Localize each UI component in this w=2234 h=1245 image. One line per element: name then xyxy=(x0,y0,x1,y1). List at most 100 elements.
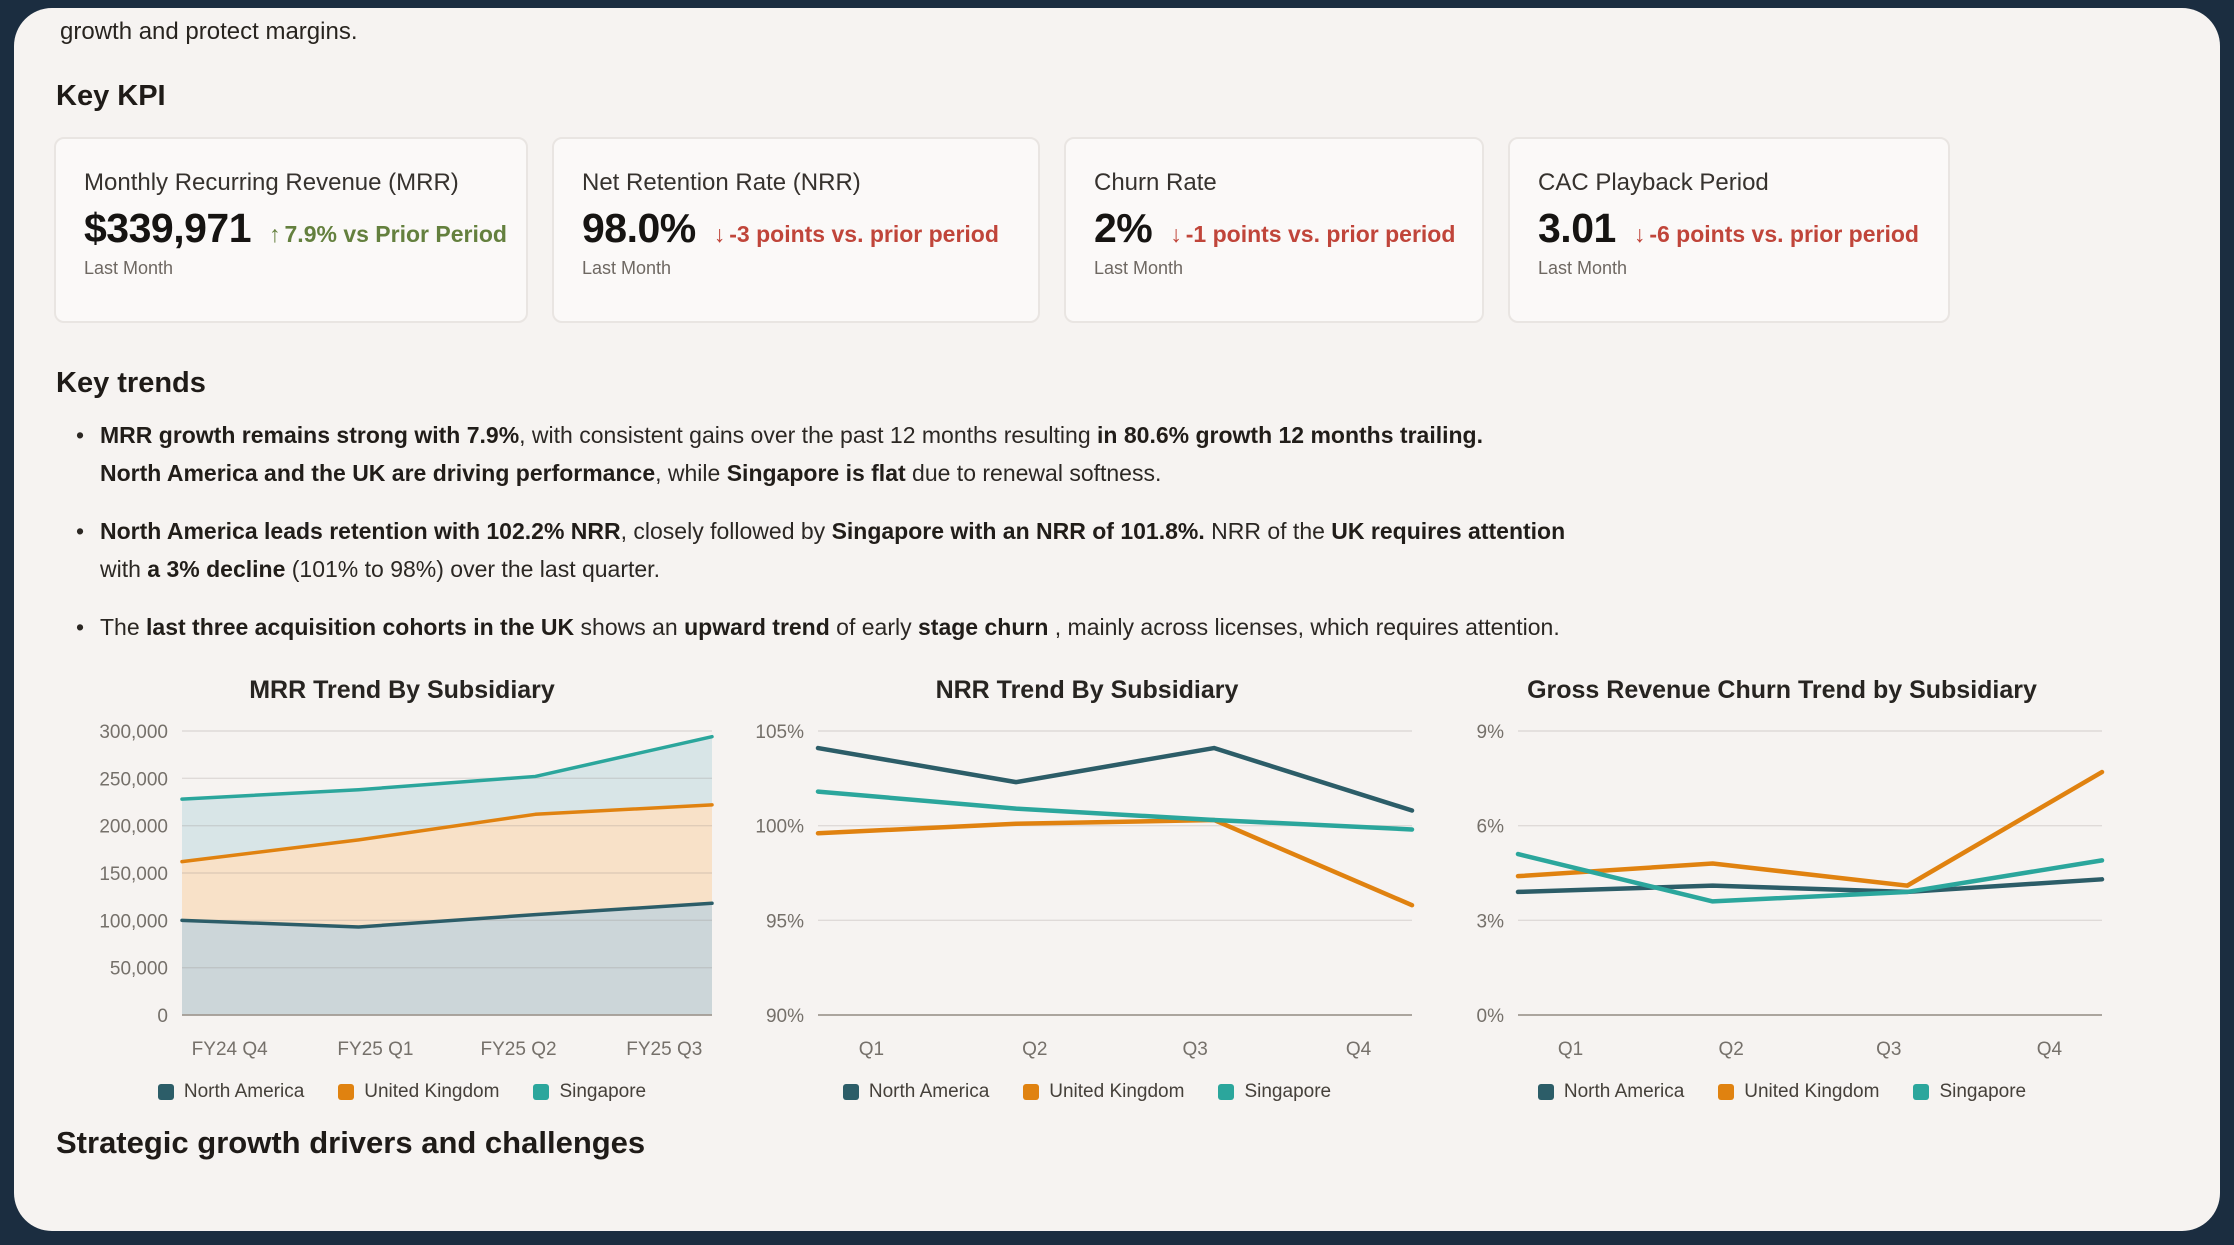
kpi-delta-text: -6 points vs. prior period xyxy=(1649,221,1919,247)
kpi-value-row: 2% ↓ -1 points vs. prior period xyxy=(1094,205,1455,252)
legend-swatch-icon xyxy=(533,1084,550,1100)
svg-text:Q4: Q4 xyxy=(1346,1039,1372,1060)
strategic-growth-heading: Strategic growth drivers and challenges xyxy=(56,1125,646,1160)
chart-title: NRR Trend By Subsidiary xyxy=(935,676,1239,704)
kpi-card-nrr: Net Retention Rate (NRR) 98.0% ↓ -3 point… xyxy=(552,137,1040,323)
legend-swatch-icon xyxy=(842,1084,859,1100)
kpi-title: Net Retention Rate (NRR) xyxy=(582,169,861,196)
svg-text:Q2: Q2 xyxy=(1718,1039,1743,1060)
svg-text:95%: 95% xyxy=(766,911,804,932)
svg-text:FY25 Q1: FY25 Q1 xyxy=(337,1039,413,1060)
svg-text:100%: 100% xyxy=(755,817,804,838)
legend-swatch-icon xyxy=(1023,1084,1040,1100)
svg-text:9%: 9% xyxy=(1477,722,1505,743)
key-trends-list: MRR growth remains strong with 7.9%, wit… xyxy=(54,416,2180,646)
kpi-value: 2% xyxy=(1094,205,1153,251)
svg-text:Q1: Q1 xyxy=(1558,1039,1583,1060)
svg-text:FY25 Q2: FY25 Q2 xyxy=(481,1039,557,1060)
legend-swatch-icon xyxy=(1537,1084,1554,1100)
key-trends-heading: Key trends xyxy=(56,367,206,399)
svg-text:6%: 6% xyxy=(1477,817,1505,838)
kpi-delta: ↓ -1 points vs. prior period xyxy=(1170,221,1455,248)
kpi-caption: Last Month xyxy=(582,258,672,278)
svg-text:90%: 90% xyxy=(766,1006,804,1027)
legend-item[interactable]: United Kingdom xyxy=(1023,1081,1184,1103)
trend-bullet: The last three acquisition cohorts in th… xyxy=(54,608,2160,646)
legend-item[interactable]: Singapore xyxy=(1218,1081,1331,1103)
svg-text:FY25 Q3: FY25 Q3 xyxy=(626,1039,702,1060)
legend-item[interactable]: Singapore xyxy=(533,1081,646,1103)
kpi-card-mrr: Monthly Recurring Revenue (MRR) $339,971… xyxy=(54,137,528,323)
trend-bullet: MRR growth remains strong with 7.9%, wit… xyxy=(54,416,2160,492)
svg-text:250,000: 250,000 xyxy=(99,769,168,790)
churn-trend-line-chart: 0% 3% 6% 9% Q1 Q2 Q3 Q4 xyxy=(1477,722,2105,1060)
legend-label: North America xyxy=(183,1081,305,1102)
svg-text:Q2: Q2 xyxy=(1022,1039,1047,1060)
intro-text: growth and protect margins. xyxy=(60,18,358,45)
legend-item[interactable]: United Kingdom xyxy=(338,1081,499,1103)
kpi-value-row: 98.0% ↓ -3 points vs. prior period xyxy=(582,205,1010,252)
kpi-delta: ↑ 7.9% vs Prior Period xyxy=(269,221,507,248)
legend-swatch-icon xyxy=(338,1084,355,1100)
svg-text:Q4: Q4 xyxy=(2037,1039,2063,1060)
nrr-trend-line-chart: 90% 95% 100% 105% Q1 Q2 Q3 Q4 xyxy=(755,722,1415,1060)
svg-text:300,000: 300,000 xyxy=(99,722,168,743)
legend-swatch-icon xyxy=(1718,1084,1735,1100)
kpi-title: CAC Playback Period xyxy=(1538,169,1769,196)
kpi-cards-row: Monthly Recurring Revenue (MRR) $339,971… xyxy=(54,137,2180,323)
trend-down-arrow-icon: ↓ xyxy=(1633,221,1646,247)
chart-title: MRR Trend By Subsidiary xyxy=(249,676,555,704)
legend-label: North America xyxy=(1563,1081,1685,1102)
chart-nrr-trend: NRR Trend By Subsidiary 90% 95% 100% 105% Q1… xyxy=(752,676,1422,1103)
legend-label: North America xyxy=(868,1081,990,1102)
legend-item[interactable]: North America xyxy=(157,1081,305,1103)
legend-label: United Kingdom xyxy=(364,1081,500,1102)
chart-legend: North America United Kingdom Singapore xyxy=(1452,1081,2112,1103)
kpi-card-churn-rate: Churn Rate 2% ↓ -1 points vs. prior perio… xyxy=(1064,137,1484,323)
kpi-value: $339,971 xyxy=(84,205,252,251)
legend-label: United Kingdom xyxy=(1744,1081,1880,1102)
legend-label: Singapore xyxy=(1244,1081,1332,1102)
svg-text:100,000: 100,000 xyxy=(99,911,168,932)
legend-item[interactable]: North America xyxy=(842,1081,990,1103)
kpi-delta-text: -1 points vs. prior period xyxy=(1185,221,1456,247)
kpi-caption: Last Month xyxy=(1538,258,1628,278)
legend-label: Singapore xyxy=(1939,1081,2027,1102)
charts-row: MRR Trend By Subsidiary 0 50,000 100,000 15… xyxy=(82,676,2180,1103)
kpi-delta-text: 7.9% vs Prior Period xyxy=(284,221,507,247)
key-kpi-heading: Key KPI xyxy=(56,80,166,112)
svg-text:FY24 Q4: FY24 Q4 xyxy=(192,1039,268,1060)
legend-item[interactable]: United Kingdom xyxy=(1718,1081,1879,1103)
trend-down-arrow-icon: ↓ xyxy=(1170,221,1182,247)
legend-item[interactable]: North America xyxy=(1537,1081,1685,1103)
kpi-value-row: 3.01 ↓ -6 points vs. prior period xyxy=(1538,205,1920,252)
svg-text:Q3: Q3 xyxy=(1876,1039,1901,1060)
kpi-value-row: $339,971 ↑ 7.9% vs Prior Period xyxy=(84,205,507,252)
svg-text:Q3: Q3 xyxy=(1183,1039,1208,1060)
svg-text:3%: 3% xyxy=(1477,911,1505,932)
kpi-delta-text: -3 points vs. prior period xyxy=(729,221,999,247)
svg-text:150,000: 150,000 xyxy=(99,864,168,885)
svg-text:Q1: Q1 xyxy=(859,1039,884,1060)
mrr-trend-area-chart: 0 50,000 100,000 150,000 200,000 250,000 300,0… xyxy=(99,722,714,1060)
chart-legend: North America United Kingdom Singapore xyxy=(752,1081,1422,1103)
svg-text:105%: 105% xyxy=(755,722,804,743)
chart-mrr-trend: MRR Trend By Subsidiary 0 50,000 100,000 15… xyxy=(82,676,722,1103)
kpi-title: Churn Rate xyxy=(1094,169,1217,196)
chart-legend: North America United Kingdom Singapore xyxy=(82,1081,722,1103)
kpi-value: 98.0% xyxy=(582,205,696,251)
svg-text:200,000: 200,000 xyxy=(99,817,168,838)
legend-swatch-icon xyxy=(1913,1084,1930,1100)
kpi-value: 3.01 xyxy=(1538,205,1616,251)
legend-swatch-icon xyxy=(1218,1084,1235,1100)
svg-text:0: 0 xyxy=(157,1006,168,1027)
chart-title: Gross Revenue Churn Trend by Subsidiary xyxy=(1527,676,2037,704)
report-page: growth and protect margins. Key KPI Mont… xyxy=(14,8,2220,1231)
svg-text:0%: 0% xyxy=(1477,1006,1505,1027)
legend-item[interactable]: Singapore xyxy=(1913,1081,2026,1103)
chart-gross-revenue-churn: Gross Revenue Churn Trend by Subsidiary … xyxy=(1452,676,2112,1103)
trend-up-arrow-icon: ↑ xyxy=(269,221,281,247)
svg-text:50,000: 50,000 xyxy=(110,959,168,980)
trend-bullet: North America leads retention with 102.2… xyxy=(54,512,2160,588)
legend-swatch-icon xyxy=(157,1084,174,1100)
